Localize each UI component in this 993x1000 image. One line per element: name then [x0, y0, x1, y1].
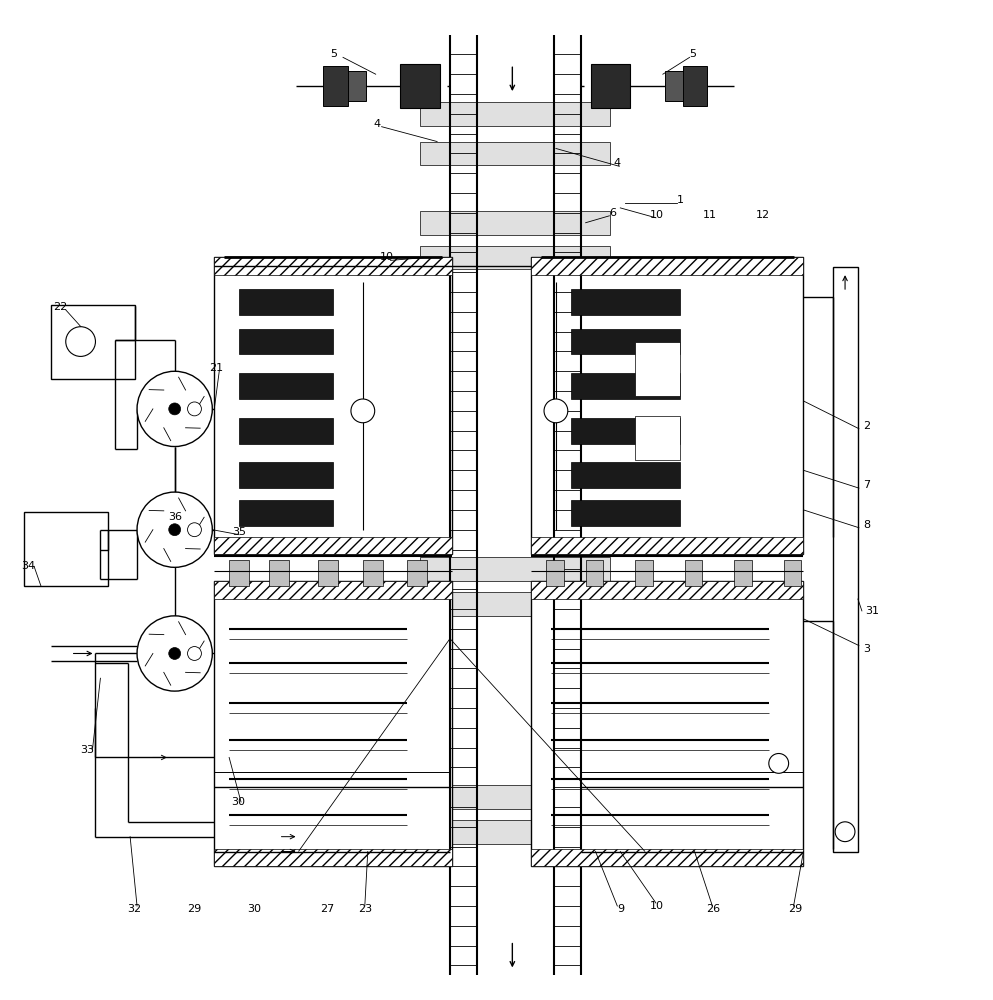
Bar	[319, 560, 338, 586]
Text: 23: 23	[357, 904, 372, 914]
Circle shape	[835, 822, 855, 842]
Circle shape	[544, 399, 568, 423]
Bar	[420, 592, 611, 616]
Bar	[269, 560, 289, 586]
Bar	[214, 537, 452, 554]
Bar	[407, 560, 427, 586]
Bar	[214, 257, 452, 554]
Bar	[684, 560, 702, 586]
Text: 8: 8	[863, 520, 870, 530]
Text: 29: 29	[188, 904, 202, 914]
Bar	[546, 560, 564, 586]
Bar	[24, 512, 108, 586]
Bar	[531, 257, 803, 554]
Bar	[214, 581, 452, 866]
Bar	[239, 500, 333, 526]
Text: 30: 30	[231, 797, 245, 807]
Circle shape	[351, 399, 374, 423]
Text: 29: 29	[788, 904, 803, 914]
Text: 35: 35	[232, 527, 246, 537]
Text: 3: 3	[863, 644, 870, 654]
Text: 10: 10	[650, 901, 664, 911]
Bar	[420, 211, 611, 235]
Bar	[682, 66, 707, 106]
Text: 27: 27	[320, 904, 335, 914]
Bar	[239, 462, 333, 488]
Bar	[665, 71, 684, 101]
Bar	[571, 373, 679, 399]
Bar	[420, 142, 611, 165]
Bar	[420, 246, 611, 269]
Bar	[239, 329, 333, 354]
Text: 7: 7	[863, 480, 870, 490]
Bar	[229, 560, 249, 586]
Text: 5: 5	[689, 49, 697, 59]
Bar	[571, 462, 679, 488]
Bar	[239, 418, 333, 444]
Bar	[239, 289, 333, 315]
Text: 32: 32	[127, 904, 141, 914]
Text: 9: 9	[618, 904, 625, 914]
Bar	[346, 71, 365, 101]
Bar	[833, 267, 858, 852]
Text: 10: 10	[379, 252, 393, 262]
Text: 6: 6	[610, 208, 617, 218]
Text: 31: 31	[865, 606, 879, 616]
Text: 10: 10	[650, 210, 664, 220]
Text: 21: 21	[210, 363, 223, 373]
Bar	[571, 289, 679, 315]
Bar	[400, 64, 440, 108]
Bar	[531, 257, 803, 275]
Bar	[323, 66, 348, 106]
Bar	[420, 820, 611, 844]
Circle shape	[188, 402, 202, 416]
Text: 1: 1	[676, 195, 684, 205]
Text: 11: 11	[702, 210, 717, 220]
Text: 26: 26	[706, 904, 721, 914]
Circle shape	[169, 648, 181, 659]
Circle shape	[137, 371, 213, 447]
Bar	[531, 537, 803, 554]
Bar	[571, 329, 679, 354]
Text: 34: 34	[21, 561, 36, 571]
Circle shape	[169, 403, 181, 415]
Bar	[362, 560, 382, 586]
Circle shape	[188, 523, 202, 537]
Bar	[531, 849, 803, 866]
Bar	[420, 102, 611, 126]
Bar	[420, 557, 611, 581]
Circle shape	[769, 753, 788, 773]
Bar	[420, 785, 611, 809]
Circle shape	[137, 492, 213, 567]
Text: 36: 36	[168, 512, 182, 522]
Circle shape	[169, 524, 181, 536]
Text: 5: 5	[330, 49, 338, 59]
Bar	[783, 560, 801, 586]
Bar	[214, 581, 452, 599]
Bar	[214, 849, 452, 866]
Text: 4: 4	[614, 158, 621, 168]
Bar	[636, 416, 679, 460]
Text: 22: 22	[53, 302, 68, 312]
Bar	[734, 560, 752, 586]
Bar	[571, 500, 679, 526]
Text: 4: 4	[373, 119, 381, 129]
Bar	[571, 418, 679, 444]
Text: 2: 2	[863, 421, 870, 431]
Text: 12: 12	[756, 210, 770, 220]
Bar	[591, 64, 631, 108]
Bar	[636, 342, 679, 396]
Text: 30: 30	[247, 904, 261, 914]
Circle shape	[188, 647, 202, 660]
Bar	[586, 560, 604, 586]
Circle shape	[66, 327, 95, 356]
Bar	[51, 305, 135, 379]
Circle shape	[137, 616, 213, 691]
Bar	[531, 581, 803, 866]
Text: 33: 33	[80, 745, 94, 755]
Bar	[531, 581, 803, 599]
Bar	[239, 373, 333, 399]
Bar	[636, 560, 653, 586]
Bar	[214, 257, 452, 275]
